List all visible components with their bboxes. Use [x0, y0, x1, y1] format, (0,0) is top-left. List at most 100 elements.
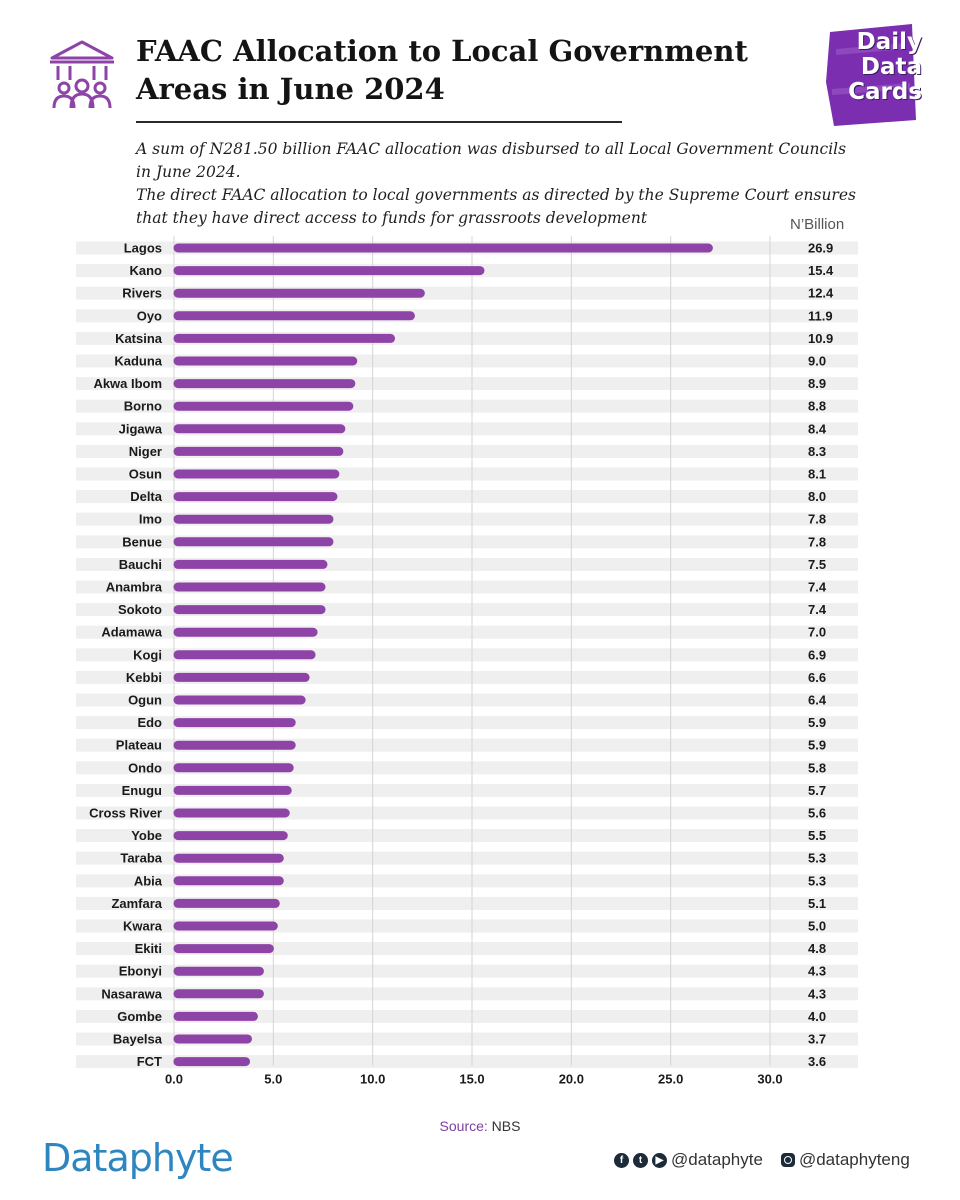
youtube-icon[interactable]: ▶ [652, 1152, 667, 1168]
value-label: 10.9 [808, 331, 833, 346]
value-label: 5.3 [808, 851, 826, 866]
category-label: Ondo [128, 760, 162, 775]
value-label: 7.0 [808, 625, 826, 640]
category-label: Imo [139, 512, 162, 527]
category-label: Kano [130, 263, 163, 278]
category-label: Borno [124, 399, 162, 414]
category-label: Kwara [123, 918, 163, 933]
category-label: Akwa Ibom [93, 376, 162, 391]
logo-line-1: Daily [856, 29, 922, 55]
category-label: Adamawa [101, 625, 162, 640]
value-label: 5.7 [808, 783, 826, 798]
category-label: Jigawa [119, 421, 163, 436]
value-label: 8.1 [808, 466, 826, 481]
value-label: 5.6 [808, 805, 826, 820]
category-label: Benue [122, 534, 162, 549]
value-label: 6.6 [808, 670, 826, 685]
value-label: 6.9 [808, 647, 826, 662]
category-label: Anambra [106, 579, 163, 594]
category-label: Bayelsa [113, 1031, 163, 1046]
value-label: 6.4 [808, 692, 827, 707]
row-band [76, 1055, 858, 1069]
title-divider [136, 121, 622, 123]
category-label: Plateau [116, 738, 162, 753]
category-label: Oyo [137, 308, 162, 323]
category-label: Ekiti [135, 941, 162, 956]
category-label: Edo [137, 715, 162, 730]
row-band [76, 1032, 858, 1046]
value-label: 5.0 [808, 918, 826, 933]
title-line-2: Areas in June 2024 [136, 72, 445, 106]
value-label: 5.9 [808, 738, 826, 753]
category-label: Delta [130, 489, 163, 504]
value-label: 4.0 [808, 1009, 826, 1024]
unit-label: N’Billion [790, 216, 845, 233]
subtitle-paragraph-2: The direct FAAC allocation to local gove… [136, 186, 856, 227]
source-line: Source: NBS [0, 1118, 960, 1134]
category-label: Ebonyi [119, 964, 162, 979]
row-band [76, 987, 858, 1001]
category-label: Zamfara [111, 896, 162, 911]
category-label: Enugu [122, 783, 162, 798]
category-label: Taraba [120, 851, 162, 866]
x-tick-label: 10.0 [360, 1072, 385, 1087]
row-band [76, 964, 858, 978]
social-handle-1[interactable]: @dataphyte [671, 1150, 763, 1169]
value-label: 3.7 [808, 1031, 826, 1046]
daily-data-cards-logo: Daily Data Cards [826, 30, 922, 105]
value-label: 15.4 [808, 263, 834, 278]
value-label: 5.8 [808, 760, 826, 775]
category-label: Kogi [133, 647, 162, 662]
category-label: Ogun [128, 692, 162, 707]
x-tick-label: 0.0 [165, 1072, 183, 1087]
value-label: 5.9 [808, 715, 826, 730]
instagram-icon[interactable] [780, 1153, 795, 1167]
social-handle-2[interactable]: @dataphyteng [798, 1150, 910, 1169]
value-label: 8.4 [808, 421, 827, 436]
title-line-1: FAAC Allocation to Local Government [136, 34, 748, 68]
category-label: Kaduna [114, 353, 162, 368]
dataphyte-brand-logo: Dataphyte [42, 1136, 234, 1180]
bar-chart: Lagos 26.9 Kano 15.4 Rivers 12.4 Oyo 11.9 Katsin… [76, 236, 858, 1087]
value-label: 12.4 [808, 286, 834, 301]
x-tick-label: 30.0 [757, 1072, 782, 1087]
value-label: 9.0 [808, 353, 826, 368]
subtitle: A sum of N281.50 billion FAAC allocation… [136, 138, 856, 230]
subtitle-paragraph-1: A sum of N281.50 billion FAAC allocation… [136, 140, 847, 181]
category-label: Cross River [89, 805, 162, 820]
category-label: Yobe [131, 828, 162, 843]
value-label: 8.8 [808, 399, 826, 414]
category-label: Nasarawa [101, 986, 162, 1001]
government-building-icon [50, 40, 114, 109]
value-label: 7.4 [808, 602, 827, 617]
value-label: 8.9 [808, 376, 826, 391]
value-label: 3.6 [808, 1054, 826, 1069]
x-tick-label: 5.0 [264, 1072, 282, 1087]
value-label: 8.0 [808, 489, 826, 504]
value-label: 4.3 [808, 986, 826, 1001]
value-label: 5.5 [808, 828, 826, 843]
value-label: 7.4 [808, 579, 827, 594]
page-title: FAAC Allocation to Local Government Area… [136, 32, 776, 108]
twitter-icon[interactable]: t [633, 1152, 648, 1168]
category-label: Niger [129, 444, 162, 459]
category-label: Osun [129, 466, 162, 481]
logo-badge-background [826, 24, 916, 126]
value-label: 5.1 [808, 896, 826, 911]
x-tick-label: 25.0 [658, 1072, 683, 1087]
value-label: 7.5 [808, 557, 826, 572]
category-label: Katsina [115, 331, 163, 346]
category-label: Bauchi [119, 557, 162, 572]
category-label: FCT [137, 1054, 162, 1069]
logo-line-3: Cards [848, 79, 922, 105]
category-label: Abia [134, 873, 163, 888]
category-label: Rivers [122, 286, 162, 301]
logo-line-2: Data [860, 54, 922, 80]
value-label: 7.8 [808, 534, 826, 549]
category-label: Kebbi [126, 670, 162, 685]
value-label: 8.3 [808, 444, 826, 459]
value-label: 11.9 [808, 308, 833, 323]
social-handles: f t ▶ @dataphyte @dataphyteng [614, 1150, 910, 1170]
value-label: 4.8 [808, 941, 826, 956]
facebook-icon[interactable]: f [614, 1152, 629, 1168]
